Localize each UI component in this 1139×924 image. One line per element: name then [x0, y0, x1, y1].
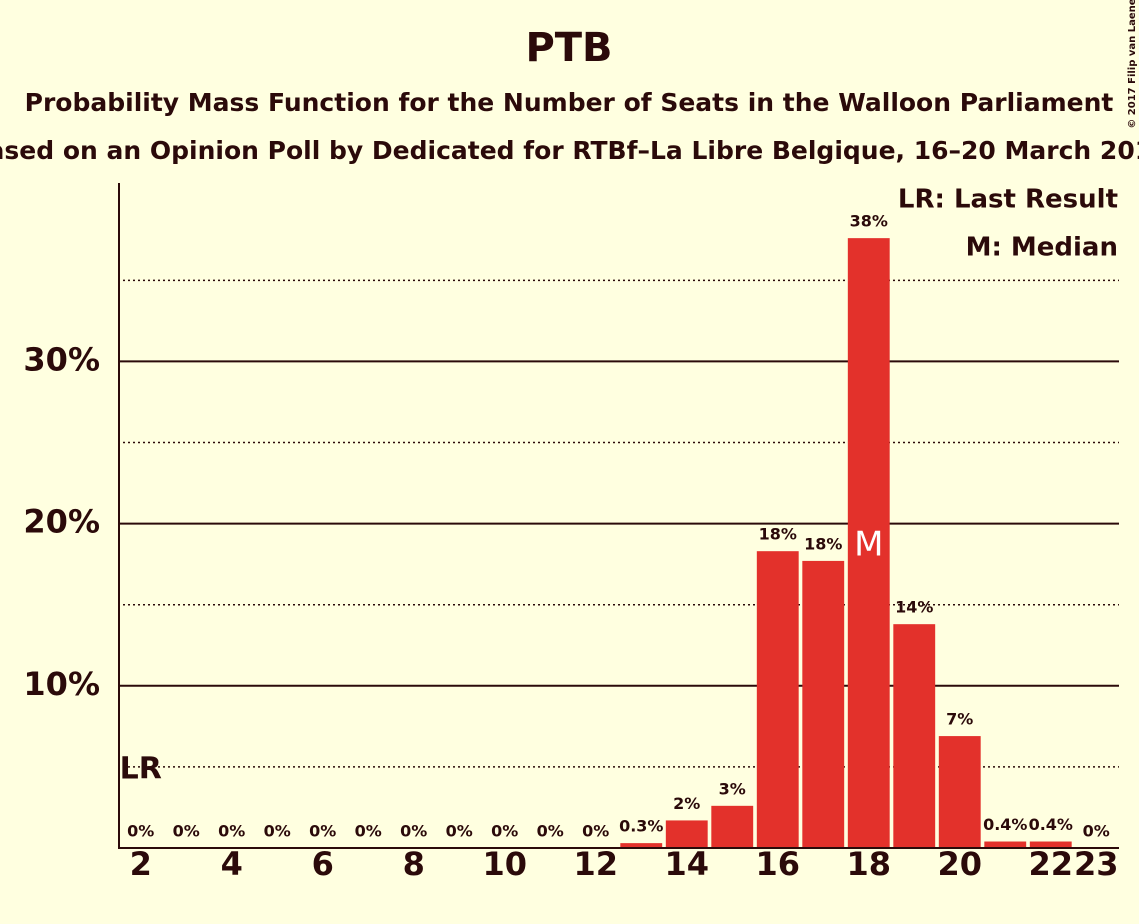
bar — [893, 624, 936, 848]
value-label: 0% — [264, 822, 291, 841]
x-tick-label: 20 — [937, 845, 982, 883]
legend-text: M: Median — [966, 233, 1118, 263]
y-tick-label: 30% — [23, 340, 100, 378]
y-tick-label: 20% — [23, 503, 100, 541]
bar — [620, 843, 663, 848]
x-tick-label: 8 — [403, 845, 425, 883]
value-label: 0% — [537, 822, 564, 841]
last-result-marker: LR — [120, 752, 162, 787]
y-tick-label: 10% — [23, 665, 100, 703]
bar — [665, 820, 708, 848]
x-tick-label: 16 — [755, 845, 800, 883]
value-label: 0% — [1083, 822, 1110, 841]
value-label: 18% — [804, 534, 842, 553]
bar — [984, 841, 1027, 848]
value-label: 0.4% — [983, 815, 1027, 834]
value-label: 0% — [491, 822, 518, 841]
value-label: 0% — [446, 822, 473, 841]
value-label: 3% — [719, 779, 746, 798]
x-tick-label: 18 — [846, 845, 891, 883]
bar — [938, 736, 981, 848]
bar — [756, 551, 799, 848]
value-label: 0% — [309, 822, 336, 841]
value-label: 14% — [895, 598, 933, 617]
chart-subtitle: Based on an Opinion Poll by Dedicated fo… — [0, 136, 1139, 165]
legend-text: LR: Last Result — [898, 185, 1118, 215]
bar — [711, 805, 754, 848]
x-tick-label: 4 — [221, 845, 243, 883]
x-tick-label: 23 — [1074, 845, 1119, 883]
value-label: 0% — [355, 822, 382, 841]
value-label: 0% — [582, 822, 609, 841]
value-label: 7% — [946, 710, 973, 729]
value-label: 0% — [400, 822, 427, 841]
x-tick-label: 6 — [312, 845, 334, 883]
x-tick-label: 2 — [130, 845, 152, 883]
copyright: © 2017 Filip van Laenen — [1127, 0, 1138, 129]
value-label: 0% — [218, 822, 245, 841]
bar — [802, 560, 845, 848]
value-label: 0.3% — [619, 817, 663, 836]
value-label: 38% — [850, 212, 888, 231]
chart-subtitle: Probability Mass Function for the Number… — [25, 88, 1114, 117]
value-label: 2% — [673, 794, 700, 813]
value-label: 0% — [127, 822, 154, 841]
median-marker: M — [854, 525, 883, 565]
value-label: 0% — [173, 822, 200, 841]
chart-title: PTB — [525, 25, 612, 71]
x-tick-label: 10 — [482, 845, 527, 883]
value-label: 0.4% — [1029, 815, 1073, 834]
x-tick-label: 14 — [664, 845, 709, 883]
x-tick-label: 12 — [573, 845, 618, 883]
x-tick-label: 22 — [1028, 845, 1073, 883]
bar — [847, 238, 890, 848]
bar — [1029, 841, 1072, 848]
value-label: 18% — [759, 525, 797, 544]
